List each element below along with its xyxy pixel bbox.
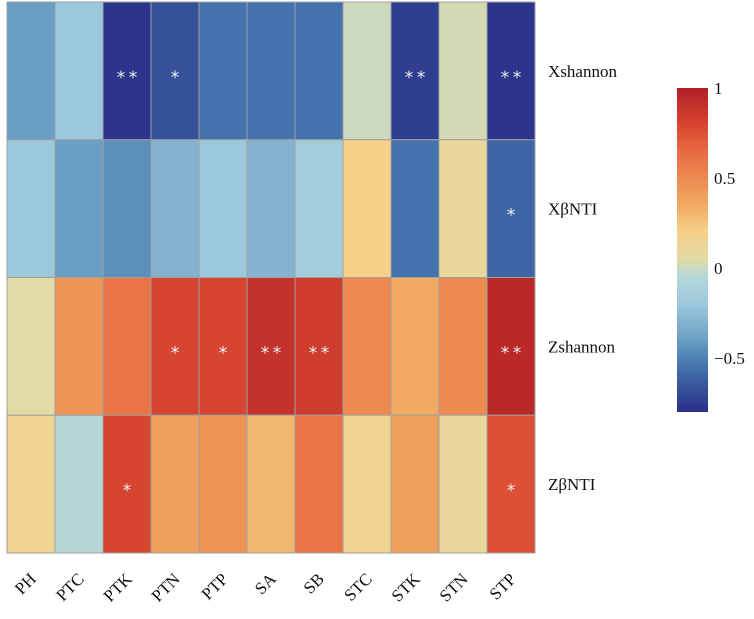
colorbar-tick-label: 0	[714, 259, 723, 278]
heatmap-cell	[342, 277, 392, 416]
heatmap-cell	[486, 1, 536, 141]
heatmap-cell	[294, 414, 344, 554]
significance-mark: * *	[501, 343, 521, 363]
significance-mark: * *	[261, 343, 281, 363]
column-label: STN	[436, 569, 472, 605]
heatmap-cell	[198, 414, 248, 554]
column-label: PH	[11, 569, 40, 598]
colorbar-tick-label: −0.5	[714, 349, 745, 368]
column-label: PTK	[100, 569, 137, 606]
column-label: PTC	[52, 569, 87, 604]
row-label: XβNTI	[548, 200, 598, 219]
heatmap-cell	[54, 1, 104, 141]
heatmap-cell	[150, 139, 200, 278]
column-label: PTN	[148, 569, 184, 605]
heatmap-cell	[438, 139, 488, 278]
heatmap-cell	[6, 414, 56, 554]
significance-mark: *	[171, 343, 180, 363]
row-label: Xshannon	[548, 62, 617, 81]
significance-mark: * *	[501, 68, 521, 88]
heatmap-cell	[246, 1, 296, 141]
heatmap-cell	[102, 139, 152, 278]
heatmap-cell	[438, 1, 488, 141]
heatmap-cell	[438, 277, 488, 416]
heatmap-cell	[54, 414, 104, 554]
significance-mark: *	[507, 481, 516, 501]
heatmap-cell	[150, 1, 200, 141]
heatmap-cell	[54, 139, 104, 278]
significance-mark: *	[219, 343, 228, 363]
row-labels: Xshannon XβNTI Zshannon ZβNTI	[548, 62, 617, 494]
heatmap-cell	[102, 1, 152, 141]
heatmap-cell	[198, 139, 248, 278]
colorbar-gradient	[677, 88, 708, 412]
heatmap-cell	[438, 414, 488, 554]
column-labels: PH PTC PTK PTN PTP SA SB STC STK STN STP	[11, 569, 520, 606]
row-label: Zshannon	[548, 337, 616, 356]
column-label: STC	[340, 569, 375, 604]
significance-mark: *	[123, 481, 132, 501]
significance-mark: * *	[405, 68, 425, 88]
colorbar-tick-label: 0.5	[714, 169, 735, 188]
heatmap-cell	[246, 414, 296, 554]
column-label: STP	[486, 569, 520, 603]
heatmap-cells: * * * * * * * * * * * * * * * * * *	[6, 1, 536, 554]
heatmap-cell	[294, 1, 344, 141]
heatmap-cell	[246, 277, 296, 416]
column-label: SA	[251, 569, 280, 598]
colorbar: 1 0.5 0 −0.5	[677, 79, 745, 412]
heatmap-cell	[390, 414, 440, 554]
heatmap-cell	[102, 277, 152, 416]
significance-mark: *	[507, 206, 516, 226]
row-label: ZβNTI	[548, 475, 596, 494]
column-label: SB	[300, 569, 328, 597]
heatmap-cell	[342, 414, 392, 554]
column-label: PTP	[198, 569, 232, 603]
heatmap-cell	[198, 1, 248, 141]
heatmap-cell	[246, 139, 296, 278]
column-label: STK	[388, 569, 425, 606]
significance-mark: * *	[117, 68, 137, 88]
colorbar-tick-label: 1	[714, 79, 723, 98]
heatmap-cell	[342, 139, 392, 278]
heatmap-cell	[390, 139, 440, 278]
heatmap-cell	[6, 139, 56, 278]
heatmap-cell	[342, 1, 392, 141]
heatmap-cell	[486, 414, 536, 554]
heatmap-cell	[150, 277, 200, 416]
significance-mark: *	[171, 68, 180, 88]
heatmap-cell	[150, 414, 200, 554]
heatmap-cell	[294, 139, 344, 278]
heatmap-cell	[6, 1, 56, 141]
heatmap-cell	[390, 277, 440, 416]
significance-mark: * *	[309, 343, 329, 363]
heatmap-cell	[6, 277, 56, 416]
heatmap-cell	[486, 277, 536, 416]
heatmap-cell	[390, 1, 440, 141]
heatmap-cell	[54, 277, 104, 416]
